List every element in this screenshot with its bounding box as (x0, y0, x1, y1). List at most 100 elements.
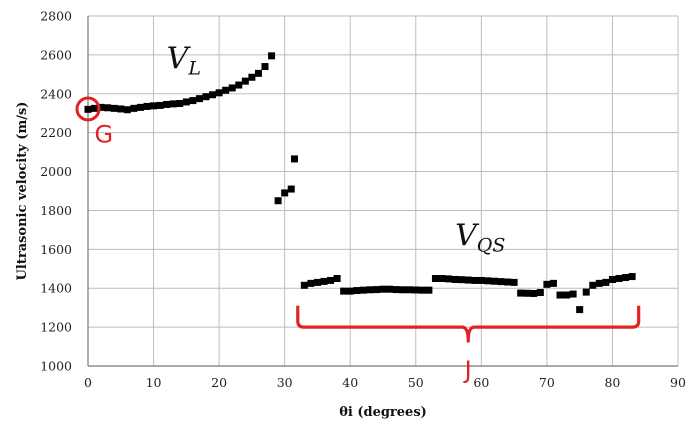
data-point (261, 63, 269, 71)
data-point (274, 197, 282, 205)
data-point (543, 280, 551, 288)
data-point (123, 106, 131, 114)
data-point (222, 86, 230, 94)
data-point (418, 286, 426, 294)
data-point (445, 275, 453, 283)
data-point (569, 290, 577, 298)
data-point (254, 69, 262, 77)
data-point (235, 81, 243, 89)
data-point (425, 286, 433, 294)
data-point (313, 278, 321, 286)
data-point (117, 105, 125, 113)
data-point (595, 279, 603, 287)
y-tick-label: 1600 (40, 242, 72, 257)
brace (296, 305, 641, 343)
data-point (320, 277, 328, 285)
data-point (602, 278, 610, 286)
data-point (523, 289, 531, 297)
data-point (130, 104, 138, 112)
y-tick-label: 1800 (40, 203, 72, 218)
x-tick-label: 20 (211, 375, 227, 390)
vqs-label: VQS (455, 218, 505, 256)
data-point (379, 285, 387, 293)
data-point (582, 288, 590, 296)
data-point (84, 105, 92, 113)
data-point (110, 104, 118, 112)
y-tick-label: 2600 (40, 47, 72, 62)
y-tick-label: 2000 (40, 164, 72, 179)
data-point (189, 97, 197, 105)
x-tick-label: 30 (277, 375, 293, 390)
data-point (399, 286, 407, 294)
data-point (333, 275, 341, 282)
data-point (182, 98, 190, 106)
data-point (366, 286, 374, 294)
data-point (530, 289, 538, 297)
data-point (536, 289, 544, 296)
data-point (615, 275, 623, 282)
data-point (622, 274, 630, 282)
data-point (405, 286, 413, 294)
x-tick-label: 60 (473, 375, 489, 390)
data-point (268, 52, 276, 60)
data-point (228, 84, 236, 92)
data-point (156, 101, 164, 109)
data-point (169, 100, 177, 108)
data-point (464, 276, 472, 284)
y-tick-label: 1400 (40, 281, 72, 296)
x-tick-label: 50 (408, 375, 424, 390)
data-point (386, 285, 394, 293)
data-point (97, 103, 105, 111)
data-point (300, 281, 308, 289)
data-point (248, 73, 256, 81)
data-point (549, 279, 557, 287)
annotations: VL VQS G J (75, 42, 641, 384)
data-point (438, 275, 446, 282)
data-point (477, 276, 485, 284)
data-point (510, 278, 518, 286)
data-point (150, 102, 158, 110)
data-point (392, 286, 400, 294)
data-point (484, 277, 492, 285)
data-point (176, 100, 184, 107)
x-axis-label: θi (degrees) (339, 405, 427, 420)
data-point (104, 104, 112, 112)
data-point (628, 273, 636, 281)
y-tick-label: 2800 (40, 9, 72, 24)
data-point (608, 275, 616, 283)
y-tick-label: 2400 (40, 86, 72, 101)
data-point (471, 276, 479, 284)
data-point (91, 104, 99, 112)
data-points (84, 52, 636, 314)
data-point (451, 275, 459, 283)
y-tick-label: 2200 (40, 125, 72, 140)
x-tick-label: 70 (539, 375, 555, 390)
data-point (287, 185, 295, 193)
data-point (504, 278, 512, 286)
plot-axes (87, 16, 678, 367)
data-point (359, 286, 367, 294)
data-point (136, 103, 144, 111)
data-point (327, 276, 335, 284)
data-point (209, 91, 217, 99)
data-point (143, 102, 151, 110)
y-tick-label: 1000 (40, 359, 72, 374)
x-tick-label: 90 (670, 375, 686, 390)
highlight-circle (75, 96, 101, 122)
data-point (497, 278, 505, 286)
data-point (215, 89, 223, 97)
y-tick-labels: 1000 1200 1400 1600 1800 2000 2200 2400 2600 2800 (40, 9, 72, 374)
data-point (307, 279, 315, 287)
data-point (372, 286, 380, 294)
vl-label: VL (167, 42, 201, 80)
data-point (556, 291, 564, 299)
y-axis-label: Ultrasonic velocity (m/s) (15, 102, 30, 281)
x-tick-label: 40 (342, 375, 358, 390)
x-tick-label: 10 (146, 375, 162, 390)
data-point (340, 287, 348, 295)
x-tick-label: 0 (84, 375, 92, 390)
data-point (163, 100, 171, 108)
data-point (458, 276, 466, 284)
x-tick-label: 80 (604, 375, 620, 390)
data-point (195, 95, 203, 103)
